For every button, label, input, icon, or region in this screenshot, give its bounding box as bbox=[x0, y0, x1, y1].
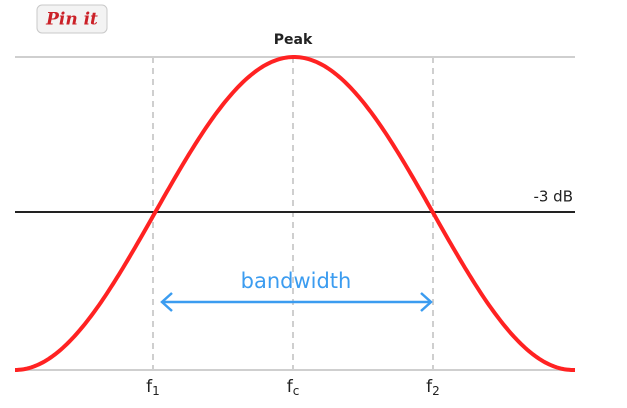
x-label-base: f bbox=[146, 377, 153, 397]
button-bg[interactable] bbox=[36, 4, 108, 34]
x-label: f2 bbox=[426, 377, 440, 398]
cutoff-label: -3 dB bbox=[533, 188, 573, 206]
x-label: f1 bbox=[146, 377, 160, 398]
peak-label: Peak bbox=[274, 32, 313, 48]
pin-it-button[interactable]: Pin it bbox=[36, 4, 108, 34]
x-labels: f1 fc f2 bbox=[146, 377, 440, 398]
x-label-sub: c bbox=[293, 384, 300, 398]
x-label-base: f bbox=[426, 377, 433, 397]
x-label-sub: 2 bbox=[432, 384, 440, 398]
bandwidth-arrow bbox=[160, 292, 433, 312]
x-label: fc bbox=[287, 377, 300, 398]
x-label-base: f bbox=[287, 377, 294, 397]
bandwidth-label: bandwidth bbox=[241, 269, 352, 293]
response-curve bbox=[15, 55, 575, 372]
x-label-sub: 1 bbox=[152, 384, 160, 398]
button-label[interactable]: Pin it bbox=[45, 10, 98, 30]
